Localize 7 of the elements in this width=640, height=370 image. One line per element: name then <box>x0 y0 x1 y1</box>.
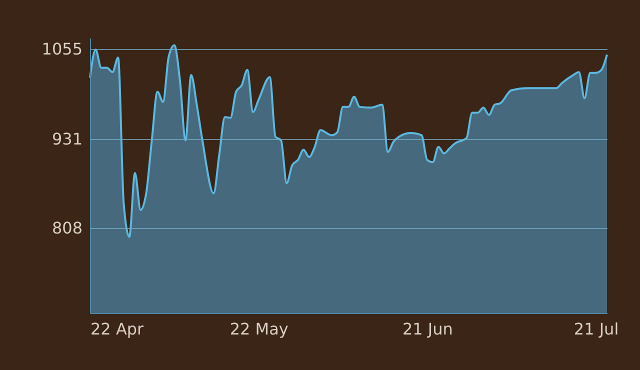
x-tick-label: 21 Jun <box>402 320 453 338</box>
y-tick-label: 931 <box>52 129 82 148</box>
x-tick-label: 22 Apr <box>90 320 144 338</box>
x-tick-label: 22 May <box>230 320 288 338</box>
y-tick-label: 808 <box>52 218 82 238</box>
x-tick-label: 21 Jul <box>574 320 619 338</box>
y-tick-label: 1055 <box>42 39 82 58</box>
